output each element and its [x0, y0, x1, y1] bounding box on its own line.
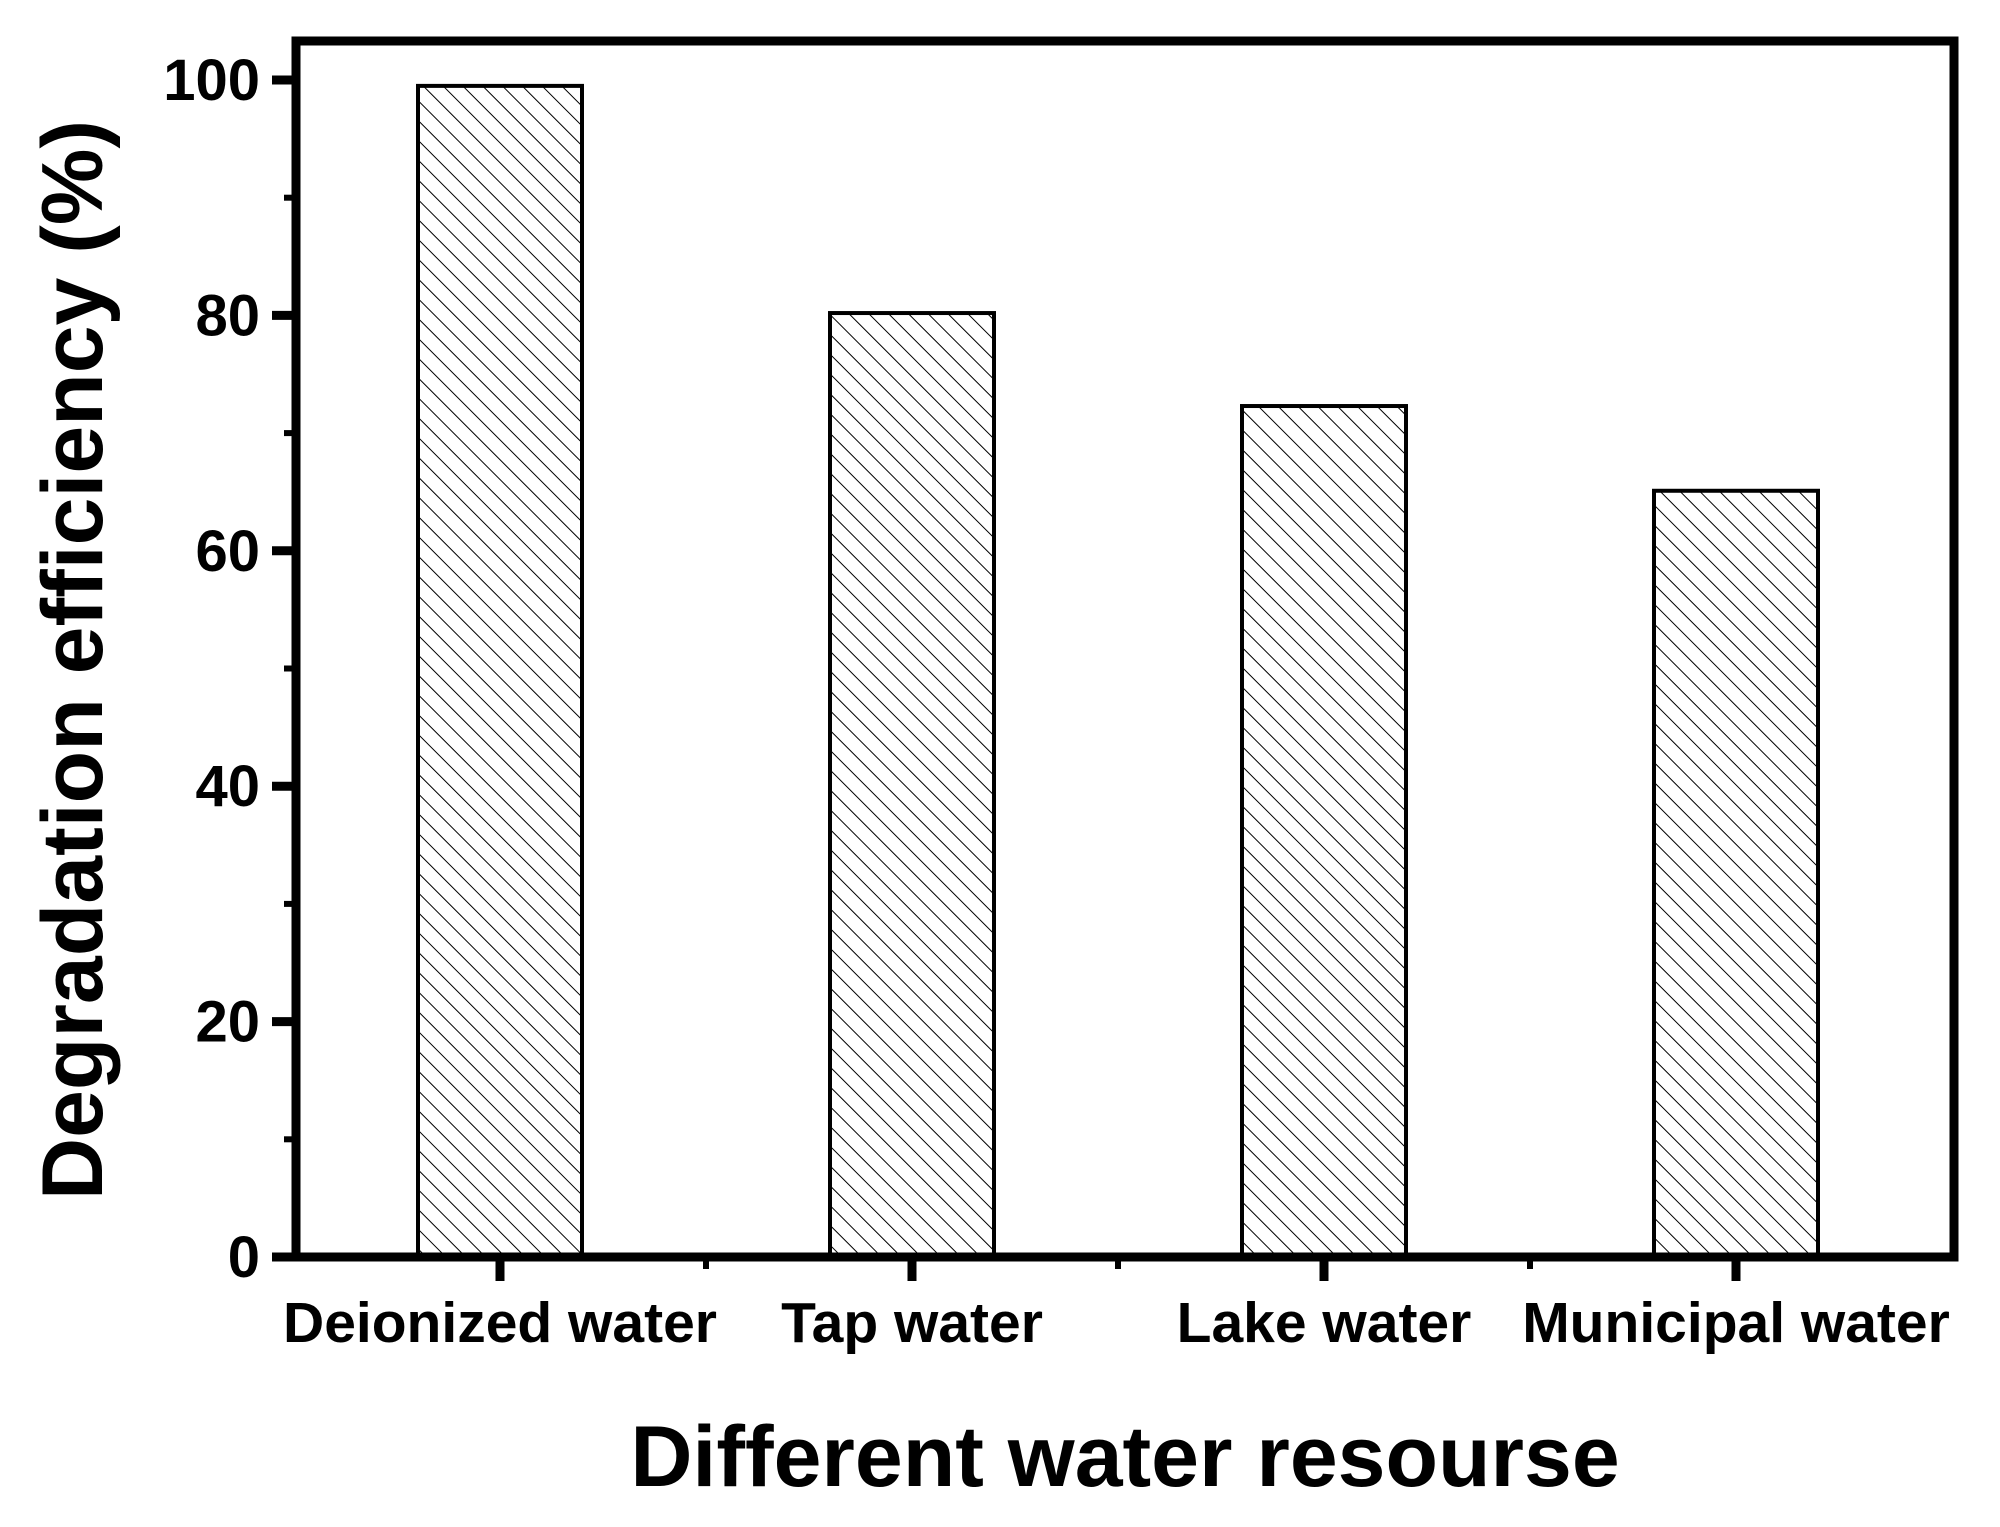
y-tick-label: 100 — [163, 48, 260, 113]
y-tick-label: 60 — [195, 519, 260, 584]
bar-tap-water — [828, 311, 996, 1259]
y-tick-label: 40 — [195, 754, 260, 819]
bar-municipal-water — [1652, 488, 1820, 1259]
labels-layer: Deionized water Tap water Lake water Munici… — [163, 48, 1950, 1355]
x-tick-label: Tap water — [781, 1291, 1043, 1355]
y-axis-title: Degradation efficiency (%) — [25, 120, 121, 1200]
y-tick-label: 0 — [228, 1225, 260, 1290]
plot-frame — [291, 36, 1959, 1262]
y-tick-label: 80 — [195, 283, 260, 348]
x-tick-label: Municipal water — [1522, 1291, 1950, 1355]
bars-layer — [416, 83, 1820, 1259]
x-tick-label: Deionized water — [283, 1291, 717, 1355]
ticks-layer — [272, 75, 1741, 1281]
bar-deionized-water — [416, 83, 584, 1259]
x-axis-title: Different water resourse — [630, 1409, 1619, 1505]
y-tick-label: 20 — [195, 990, 260, 1055]
x-tick-label: Lake water — [1177, 1291, 1472, 1355]
bar-lake-water — [1240, 404, 1408, 1259]
